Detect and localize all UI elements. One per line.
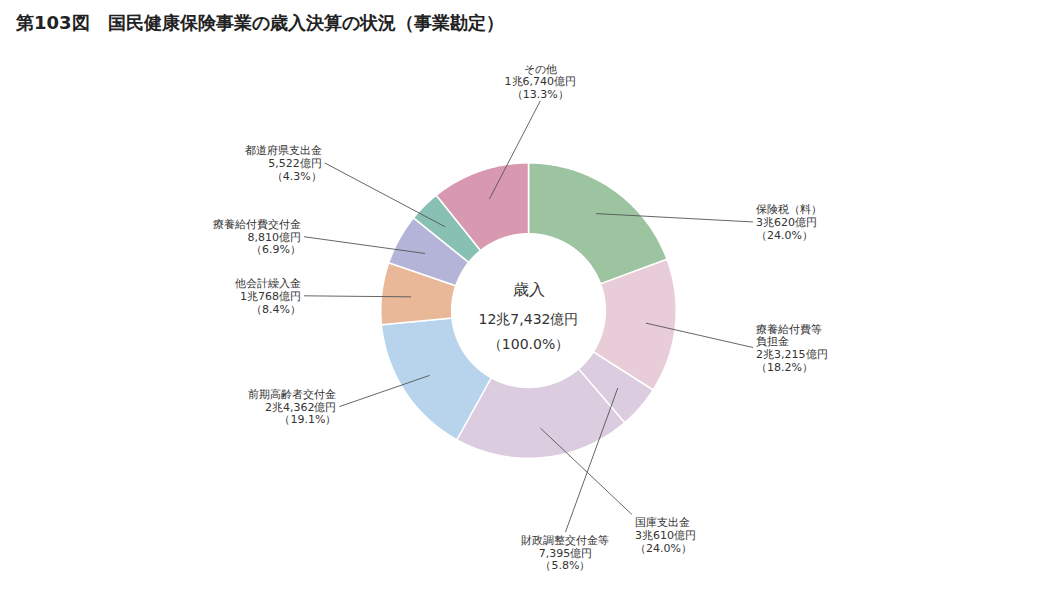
svg-text:（100.0%）: （100.0%） — [488, 336, 569, 352]
svg-text:都道府県支出金5,522億円（4.3%）: 都道府県支出金5,522億円（4.3%） — [245, 144, 322, 182]
svg-text:保険税（料）3兆620億円（24.0%）: 保険税（料）3兆620億円（24.0%） — [756, 203, 822, 241]
svg-text:他会計繰入金1兆768億円（8.4%）: 他会計繰入金1兆768億円（8.4%） — [235, 277, 301, 315]
svg-text:12兆7,432億円: 12兆7,432億円 — [479, 311, 579, 327]
svg-text:財政調整交付金等7,395億円（5.8%）: 財政調整交付金等7,395億円（5.8%） — [521, 534, 609, 572]
svg-text:国庫支出金3兆610億円（24.0%）: 国庫支出金3兆610億円（24.0%） — [635, 516, 696, 554]
svg-text:前期高齢者交付金2兆4,362億円（19.1%）: 前期高齢者交付金2兆4,362億円（19.1%） — [248, 388, 336, 426]
svg-text:療養給付費等負担金2兆3,215億円（18.2%）: 療養給付費等負担金2兆3,215億円（18.2%） — [756, 323, 828, 374]
svg-text:歳入: 歳入 — [513, 280, 545, 299]
svg-text:その他1兆6,740億円（13.3%）: その他1兆6,740億円（13.3%） — [505, 63, 577, 101]
html-text:第103図 国民健康保険事業の歳入決算の状況（事業勘定）: 第103図 国民健康保険事業の歳入決算の状況（事業勘定） — [16, 12, 504, 33]
svg-text:療養給付費交付金8,810億円（6.9%）: 療養給付費交付金8,810億円（6.9%） — [213, 218, 301, 256]
